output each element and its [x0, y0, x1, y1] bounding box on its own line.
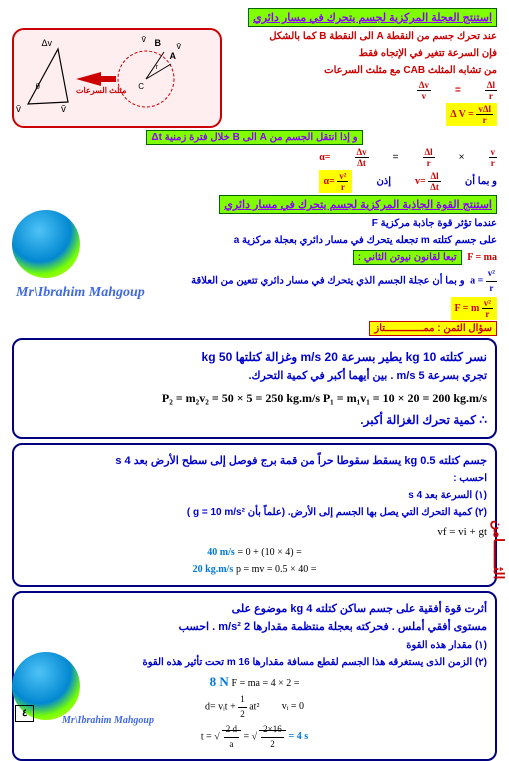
section1-body: عند تحرك جسم من النقطة A الى النقطة B كم…: [227, 27, 497, 128]
logo-badge-1: [12, 210, 80, 278]
svg-text:C: C: [138, 82, 144, 91]
svg-text:v̄: v̄: [177, 41, 182, 51]
question-label: سؤال الثمن : ممـــــــــــــتاز: [12, 323, 497, 334]
section2-title: استنتج القوة الجاذبة المركزية لجسم يتحرك…: [12, 195, 497, 214]
problem-3: أثرت قوة أفقية على جسم ساكن كتلته 4 kg م…: [12, 591, 497, 761]
diagram-label: مثلث السرعات: [76, 86, 126, 95]
page-number: ٤: [15, 705, 34, 722]
eq-alpha1: α= ΔvΔt = Δlr × vr: [12, 147, 497, 168]
eq-alpha2: α= v²r إذن v= ΔlΔt و بما أن: [12, 170, 497, 193]
svg-text:Δv: Δv: [41, 38, 52, 48]
svg-text:θ: θ: [36, 82, 41, 91]
diagram-svg: A B C v̄ v̄ r v̄ v̄ Δv θ: [16, 34, 216, 124]
svg-text:v̄: v̄: [16, 104, 21, 115]
section1-title: استنتج العجلة المركزية لجسم يتحرك في مسا…: [12, 8, 497, 27]
svg-text:B: B: [155, 38, 162, 48]
svg-text:v̄: v̄: [61, 104, 66, 115]
problem-1: نسر كتلته 10 kg يطير بسرعة 20 m/s وغزالة…: [12, 338, 497, 439]
svg-text:v̄: v̄: [142, 34, 147, 44]
problem-2: جسم كتلته 0.5 kg يسقط سقوطا حراً من قمة …: [12, 443, 497, 587]
section2-body: عندما تؤثر قوة جاذبة مركزية F على جسم كت…: [12, 216, 497, 320]
velocity-diagram: A B C v̄ v̄ r v̄ v̄ Δv θ مثلث السرعات: [12, 28, 222, 128]
transition-text: و إذا انتقل الجسم من A الى B خلال فترة ز…: [146, 130, 362, 145]
side-ornament: الثــــــامن: [491, 520, 507, 579]
svg-text:A: A: [170, 51, 177, 61]
author-signature-2: Mr\Ibrahim Mahgoup: [62, 715, 154, 726]
svg-text:r: r: [156, 64, 159, 71]
author-signature-1: Mr\Ibrahim Mahgoup: [16, 285, 145, 301]
